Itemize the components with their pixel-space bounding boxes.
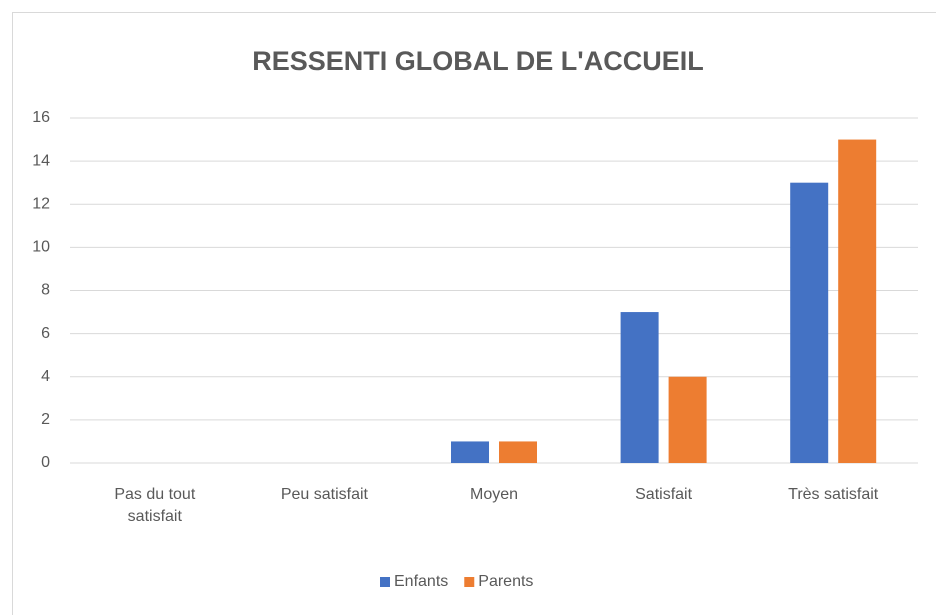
x-tick-label: Peu satisfait	[280, 486, 368, 503]
legend-swatch	[464, 577, 475, 587]
legend-label: Enfants	[394, 573, 448, 590]
y-tick-label: 0	[41, 454, 50, 471]
y-tick-label: 2	[41, 411, 50, 428]
y-tick-label: 8	[41, 282, 50, 299]
bar	[838, 139, 877, 463]
x-tick-label: Très satisfait	[788, 486, 879, 503]
x-tick-label: Satisfait	[635, 486, 693, 503]
chart-border	[12, 12, 936, 615]
x-tick-label: Pas du tout satisfait	[114, 486, 196, 525]
y-tick-label: 10	[32, 239, 50, 256]
bar	[499, 441, 537, 463]
bar	[620, 312, 659, 463]
chart-title: RESSENTI GLOBAL DE L'ACCUEIL	[252, 46, 703, 76]
bar	[790, 182, 829, 463]
bar	[451, 441, 489, 463]
bar	[668, 376, 707, 463]
legend-swatch	[380, 577, 390, 587]
y-tick-label: 14	[32, 152, 50, 169]
y-tick-label: 6	[41, 325, 50, 342]
y-tick-label: 4	[41, 368, 50, 385]
y-tick-label: 12	[32, 195, 50, 212]
legend-label: Parents	[478, 573, 533, 590]
y-tick-label: 16	[32, 109, 50, 126]
x-tick-label: Moyen	[469, 486, 519, 503]
